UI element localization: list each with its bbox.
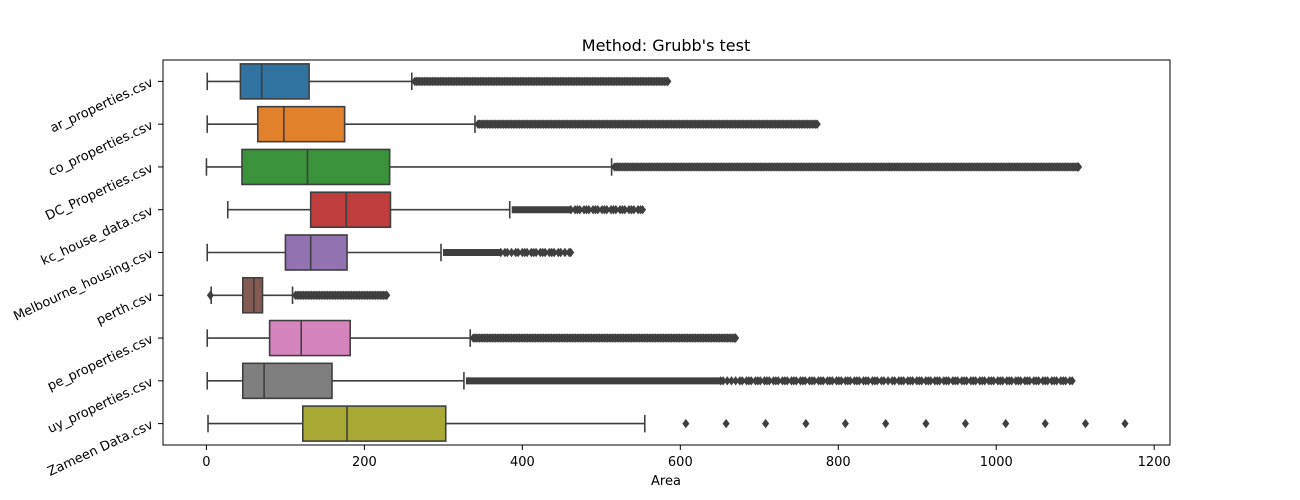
box-melbourne-housing-csv xyxy=(206,234,575,271)
outlier-point xyxy=(722,418,730,429)
box-dc-properties-csv xyxy=(205,148,1083,186)
chart-title: Method: Grubb's test xyxy=(582,36,750,55)
box-perth-csv xyxy=(206,276,391,314)
outlier-point xyxy=(567,247,575,258)
box-pe-properties-csv xyxy=(206,319,740,357)
plot-area xyxy=(205,63,1129,442)
x-tick-label: 600 xyxy=(668,455,693,470)
outlier-point xyxy=(664,76,672,87)
y-tick-label: perth.csv xyxy=(94,289,156,328)
iqr-box xyxy=(256,105,346,143)
outlier-point xyxy=(731,333,739,343)
outlier-band xyxy=(611,162,1083,172)
box-kc-house-data-csv xyxy=(226,191,647,229)
iqr-box xyxy=(268,319,351,357)
outlier-point xyxy=(961,418,969,429)
outlier-point xyxy=(1081,418,1090,429)
x-tick-label: 1000 xyxy=(980,455,1013,470)
outlier-point xyxy=(1074,162,1082,172)
box-co-properties-csv xyxy=(206,105,821,143)
iqr-box xyxy=(241,362,333,400)
outlier-band xyxy=(443,247,575,258)
outlier-point xyxy=(383,290,391,300)
box-ar-properties-csv xyxy=(206,63,672,100)
iqr-box xyxy=(241,276,264,314)
outlier-point xyxy=(762,418,770,429)
outlier-point xyxy=(802,418,810,429)
outlier-point xyxy=(1068,376,1076,386)
x-tick-label: 400 xyxy=(510,455,535,470)
iqr-box xyxy=(241,148,391,186)
iqr-box xyxy=(309,191,392,229)
outlier-band xyxy=(474,119,821,129)
outlier-point xyxy=(922,418,930,429)
outlier-band xyxy=(511,205,647,215)
outlier-band xyxy=(292,290,391,300)
box-zameen-data-csv xyxy=(207,405,1129,442)
outlier-point xyxy=(882,418,890,429)
iqr-box xyxy=(284,234,348,271)
outlier-point xyxy=(639,205,647,215)
x-axis-ticks: 0 200 400 600 800 1000 1200 xyxy=(202,445,1171,470)
iqr-box xyxy=(301,405,447,442)
outlier-point xyxy=(841,418,849,429)
outlier-point xyxy=(813,119,821,129)
box-uy-properties-csv xyxy=(206,362,1076,400)
outlier-band xyxy=(465,376,1076,386)
x-tick-label: 800 xyxy=(826,455,851,470)
x-axis-label: Area xyxy=(651,474,681,489)
iqr-box xyxy=(239,63,310,100)
outlier-point xyxy=(1002,418,1010,429)
x-tick-label: 200 xyxy=(352,455,377,470)
y-axis-ticks: ar_properties.csvco_properties.csvDC_Pro… xyxy=(11,75,163,480)
outlier-band xyxy=(469,333,740,343)
outlier-point xyxy=(682,418,690,429)
x-tick-label: 1200 xyxy=(1138,455,1171,470)
outlier-band xyxy=(411,76,672,87)
x-tick-label: 0 xyxy=(202,455,210,470)
outlier-point xyxy=(1121,418,1129,429)
outlier-point xyxy=(1041,418,1049,429)
